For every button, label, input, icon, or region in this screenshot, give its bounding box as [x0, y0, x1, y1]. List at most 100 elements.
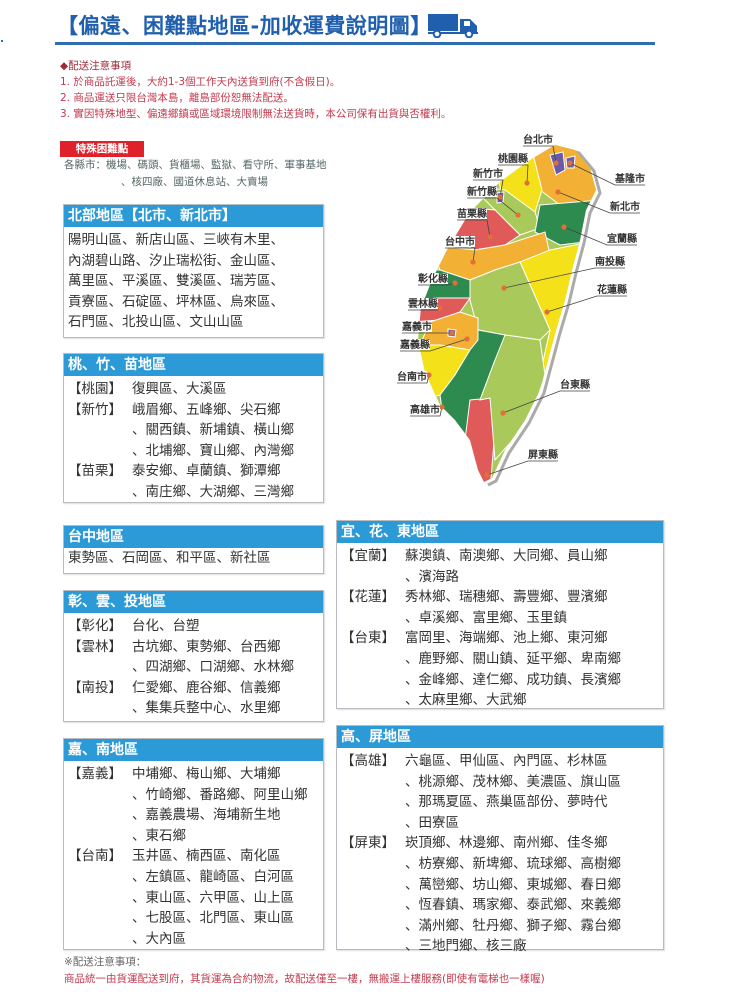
map-marker	[437, 305, 443, 311]
region-row: 、南庄鄉、大湖鄉、三灣鄉	[68, 482, 323, 503]
region-row: 、那瑪夏區、燕巢區部份、夢時代	[341, 792, 663, 813]
map-label: 台南市	[397, 370, 427, 383]
region-row: 、桃源鄉、茂林鄉、美濃區、旗山區	[341, 772, 663, 793]
map-marker	[524, 180, 530, 186]
map-leader-line	[410, 406, 443, 417]
region-body: 【宜蘭】 蘇澳鎮、南澳鄉、大同鄉、員山鄉 、濱海路 【花蓮】 秀林鄉、瑞穗鄉、壽豐鄉、豐…	[337, 543, 663, 711]
map-label: 桃園縣	[498, 152, 528, 165]
map-label: 高雄市	[410, 403, 440, 416]
district-list: 、鹿野鄉、關山鎮、延平鄉、卑南鄉	[405, 650, 621, 667]
map-marker	[567, 160, 573, 166]
map-marker	[449, 330, 455, 336]
county-prefix	[341, 875, 405, 896]
district-list: 、太麻里鄉、大武鄉	[405, 692, 527, 709]
map-label-bg	[498, 153, 528, 164]
region-header: 台中地區	[64, 526, 323, 548]
map-leader-line	[457, 219, 491, 238]
county-prefix	[68, 657, 132, 678]
map-marker	[515, 212, 521, 218]
region-body: 【嘉義】 中埔鄉、梅山鄉、大埔鄉 、竹崎鄉、番路鄉、阿里山鄉 、嘉義農場、海埔新生地、…	[64, 761, 323, 949]
region-row: 、集集兵整中心、水里鄉	[68, 698, 323, 719]
map-label: 嘉義縣	[399, 338, 430, 351]
county-prefix	[68, 698, 132, 719]
map-label: 南投縣	[595, 255, 625, 268]
region-row: 、東山區、六甲區、山上區	[68, 888, 323, 909]
district-list: 、恆春鎮、瑪家鄉、泰武鄉、來義鄉	[405, 897, 621, 914]
region-row: 【台東】 富岡里、海端鄉、池上鄉、東河鄉	[341, 628, 663, 649]
map-label: 屏東縣	[527, 448, 558, 461]
region-row: 、嘉義農場、海埔新生地	[68, 805, 323, 826]
region-row: 、卓溪鄉、富里鄉、玉里鎮	[341, 608, 663, 629]
region-row: 石門區、北投山區、文山山區	[68, 312, 323, 333]
county-prefix	[68, 929, 132, 950]
footer-line: 商品統一由貨運配送到府，其貨運為合約物流，故配送僅至一樓，無搬運上樓服務(即使有…	[64, 973, 545, 985]
region-box-north: 北部地區【北市、新北市】 陽明山區、新店山區、三峽有木里、 內湖碧山路、汐止瑞松街、…	[63, 204, 324, 338]
district-list: 、關西鎮、新埔鎮、橫山鄉	[132, 422, 294, 439]
region-row: 內湖碧山路、汐止瑞松街、金山區、	[68, 251, 323, 272]
region-row: 【雲林】 古坑鄉、東勢鄉、台西鄉	[68, 637, 323, 658]
region-row: 【花蓮】 秀林鄉、瑞穗鄉、壽豐鄉、豐濱鄉	[341, 587, 663, 608]
map-label-bg	[400, 339, 430, 350]
region-box-tao-zhu-miao: 桃、竹、苗地區 【桃園】 復興區、大溪區 【新竹】 峨眉鄉、五峰鄉、尖石鄉 、關西鎮、新埔…	[63, 353, 324, 503]
district-list: 、竹崎鄉、番路鄉、阿里山鄉	[132, 786, 308, 803]
region-row: 【台南】 玉井區、楠西區、南化區	[68, 846, 323, 867]
map-leader-line	[467, 197, 519, 216]
region-box-yi-hua-dong: 宜、花、東地區 【宜蘭】 蘇澳鎮、南澳鄉、大同鄉、員山鄉 、濱海路 【花蓮】 秀林鄉、瑞穗…	[336, 520, 664, 709]
map-leader-line	[486, 460, 558, 476]
region-row: 、濱海路	[341, 567, 663, 588]
district-list: 六龜區、甲仙區、內門區、杉林區	[405, 753, 608, 769]
county-prefix	[341, 690, 405, 711]
map-marker	[497, 194, 503, 200]
district-list: 、南庄鄉、大湖鄉、三灣鄉	[132, 483, 294, 500]
district-list: 古坑鄉、東勢鄉、台西鄉	[132, 638, 281, 655]
map-label-bg	[408, 298, 438, 309]
map-label-bg	[610, 201, 640, 212]
district-list: 、嘉義農場、海埔新生地	[132, 807, 281, 824]
region-row: 、四湖鄉、口湖鄉、水林鄉	[68, 657, 323, 678]
map-label-bg	[418, 273, 448, 284]
map-region-pingtung	[464, 397, 496, 482]
map-leader-line	[397, 374, 430, 384]
region-row: 【苗栗】 泰安鄉、卓蘭鎮、獅潭鄉	[68, 461, 323, 482]
county-prefix	[68, 826, 132, 847]
county-prefix	[341, 895, 405, 916]
region-row: 貢寮區、石碇區、坪林區、烏來區、	[68, 292, 323, 313]
notes-heading: ◆配送注意事項	[60, 60, 132, 72]
district-list: 峨眉鄉、五峰鄉、尖石鄉	[132, 401, 281, 418]
map-shadow	[487, 146, 602, 487]
district-list: 、濱海路	[405, 568, 459, 585]
district-list: 貢寮區、石碇區、坪林區、烏來區、	[68, 293, 284, 310]
map-marker	[439, 404, 445, 410]
district-list: 萬里區、平溪區、雙溪區、瑞芳區、	[68, 273, 284, 290]
region-row: 【南投】 仁愛鄉、鹿谷鄉、信義鄉	[68, 678, 323, 699]
map-label: 新竹縣	[467, 185, 497, 198]
map-marker	[555, 189, 561, 195]
county-prefix	[341, 854, 405, 875]
map-marker	[484, 472, 490, 478]
county-prefix	[341, 772, 405, 793]
region-row: 【新竹】 峨眉鄉、五峰鄉、尖石鄉	[68, 400, 323, 421]
district-list: 台化、台塑	[132, 618, 200, 634]
map-marker	[501, 285, 507, 291]
district-list: 富岡里、海端鄉、池上鄉、東河鄉	[405, 630, 608, 647]
district-list: 、萬巒鄉、坊山鄉、東城鄉、春日鄉	[405, 876, 621, 893]
map-label-bg	[397, 371, 427, 382]
county-prefix: 【嘉義】	[68, 766, 122, 782]
region-body: 【彰化】 台化、台塑 【雲林】 古坑鄉、東勢鄉、台西鄉 、四湖鄉、口湖鄉、水林鄉 【南投】…	[64, 613, 323, 719]
map-label-bg	[560, 379, 590, 390]
map-label-bg	[523, 134, 553, 145]
region-body: 【桃園】 復興區、大溪區 【新竹】 峨眉鄉、五峰鄉、尖石鄉 、關西鎮、新埔鎮、橫山鄉 、北…	[64, 376, 323, 503]
district-list: 、那瑪夏區、燕巢區部份、夢時代	[405, 794, 608, 811]
county-prefix: 【台東】	[341, 630, 395, 647]
county-prefix: 【台南】	[68, 848, 122, 865]
county-prefix	[68, 420, 132, 441]
district-list: 、卓溪鄉、富里鄉、玉里鎮	[405, 609, 567, 626]
district-list: 、金峰鄉、達仁鄉、成功鎮、長濱鄉	[405, 671, 621, 688]
district-list: 崁頂鄉、林邊鄉、南州鄉、佳冬鄉	[405, 835, 608, 852]
map-label: 彰化縣	[418, 272, 448, 285]
region-body: 【高雄】 六龜區、甲仙區、內門區、杉林區 、桃源鄉、茂林鄉、美濃區、旗山區 、那瑪夏區…	[337, 748, 663, 957]
region-header: 彰、雲、投地區	[64, 591, 323, 613]
county-prefix: 【南投】	[68, 679, 122, 696]
county-prefix	[341, 649, 405, 670]
